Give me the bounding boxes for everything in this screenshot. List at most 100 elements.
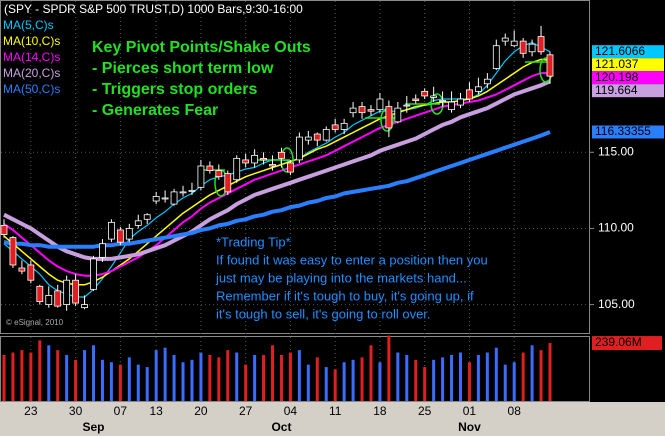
candle-body: [394, 107, 402, 123]
volume-bar: [181, 362, 185, 401]
volume-bar: [262, 354, 266, 401]
month-label: Nov: [458, 420, 481, 434]
candle-body: [430, 95, 438, 98]
volume-bar: [92, 345, 96, 401]
volume-bar: [2, 354, 6, 401]
x-tick-label: 27: [239, 404, 253, 418]
tip-line: *Trading Tip*: [216, 234, 291, 249]
volume-bar: [548, 343, 552, 401]
volume-bar: [136, 364, 140, 401]
candle-body: [295, 136, 303, 161]
month-label: Sep: [83, 420, 105, 434]
x-tick-label: 23: [24, 404, 38, 418]
candle-body: [242, 159, 250, 164]
volume-bar: [405, 354, 409, 401]
volume-bar: [271, 345, 275, 401]
volume-bar: [476, 354, 480, 401]
candle-body: [269, 164, 276, 167]
candle-body: [546, 54, 554, 77]
last-value-label: 120.198: [595, 70, 639, 84]
volume-bar: [306, 364, 310, 401]
volume-bar: [118, 364, 122, 401]
volume-bar: [38, 340, 42, 401]
candle-body: [99, 243, 106, 258]
last-value-box: [592, 84, 664, 98]
tip-line: If found it was easy to enter a position…: [216, 252, 488, 267]
volume-bar: [539, 350, 543, 401]
candle-body: [492, 45, 500, 69]
candle-body: [18, 267, 26, 272]
candle-body: [528, 43, 536, 53]
candle-body: [143, 214, 151, 220]
x-tick-label: 11: [329, 404, 342, 418]
candle-body: [537, 36, 545, 53]
chart-title: (SPY - SPDR S&P 500 TRUST,D) 1000 Bars,9…: [4, 2, 303, 16]
tip-line: Remember if it's tough to buy, it's goin…: [216, 288, 474, 303]
candle-body: [287, 162, 294, 173]
y-tick-label: 115.00: [598, 144, 634, 158]
volume-bar: [190, 359, 194, 401]
volume-bar: [512, 362, 516, 401]
x-tick-label: 20: [194, 404, 208, 418]
candle-body: [188, 189, 196, 192]
volume-bar: [441, 357, 445, 401]
volume-bar: [387, 335, 391, 401]
volume-bar: [494, 347, 498, 401]
last-value-box: [592, 125, 664, 139]
volume-bar: [369, 345, 373, 401]
volume-bar: [145, 367, 149, 401]
candle-body: [197, 165, 205, 188]
legend-entry: MA(50,C)s: [3, 82, 60, 96]
candle-body: [304, 136, 312, 141]
candle-body: [376, 98, 384, 111]
candle-body: [519, 40, 527, 54]
last-value-label: 121.6066: [595, 44, 645, 58]
last-value-label: 119.664: [595, 83, 638, 97]
candle-body: [81, 304, 88, 309]
candle-body: [358, 106, 366, 114]
ma-line: [3, 130, 551, 249]
volume-bar: [458, 352, 462, 401]
volume-bar: [199, 352, 203, 401]
volume-bar: [279, 354, 283, 401]
month-label: Oct: [271, 420, 291, 434]
candle-body: [63, 279, 71, 305]
candle-body: [340, 122, 348, 130]
last-value-box: [592, 58, 664, 72]
candle-body: [439, 100, 446, 102]
volume-bar: [414, 359, 418, 401]
candle-body: [134, 220, 142, 226]
volume-bar: [360, 357, 364, 401]
volume-bar: [29, 352, 33, 401]
candle-body: [421, 90, 429, 97]
candle-body: [116, 229, 124, 243]
volume-bar: [530, 345, 534, 401]
candle-body: [331, 124, 339, 130]
candle-body: [483, 78, 491, 85]
x-tick-label: 07: [114, 404, 128, 418]
x-tick-label: 30: [69, 404, 83, 418]
candle-body: [36, 285, 44, 302]
x-axis-strip: [0, 402, 665, 436]
x-tick-label: 08: [508, 404, 522, 418]
volume-bar: [163, 347, 167, 401]
x-tick-label: 01: [463, 404, 477, 418]
volume-bar: [154, 350, 158, 401]
volume-bar: [244, 364, 248, 401]
candle-body: [90, 258, 97, 290]
candle-body: [412, 98, 420, 101]
candle-body: [72, 279, 80, 304]
volume-bar: [20, 350, 24, 401]
annotation-line: - Triggers stop orders: [92, 81, 257, 98]
volume-bar: [127, 357, 131, 401]
volume-bar: [450, 354, 454, 401]
candle-body: [385, 106, 393, 129]
volume-bar: [74, 359, 78, 401]
x-tick-label: 25: [418, 404, 432, 418]
candle-body: [313, 133, 321, 141]
volume-bar: [467, 362, 471, 401]
last-value-box: [592, 71, 664, 85]
volume-bar: [432, 359, 436, 401]
legend-entry: MA(10,C)s: [3, 34, 60, 48]
annotation-line: - Generates Fear: [92, 102, 218, 119]
